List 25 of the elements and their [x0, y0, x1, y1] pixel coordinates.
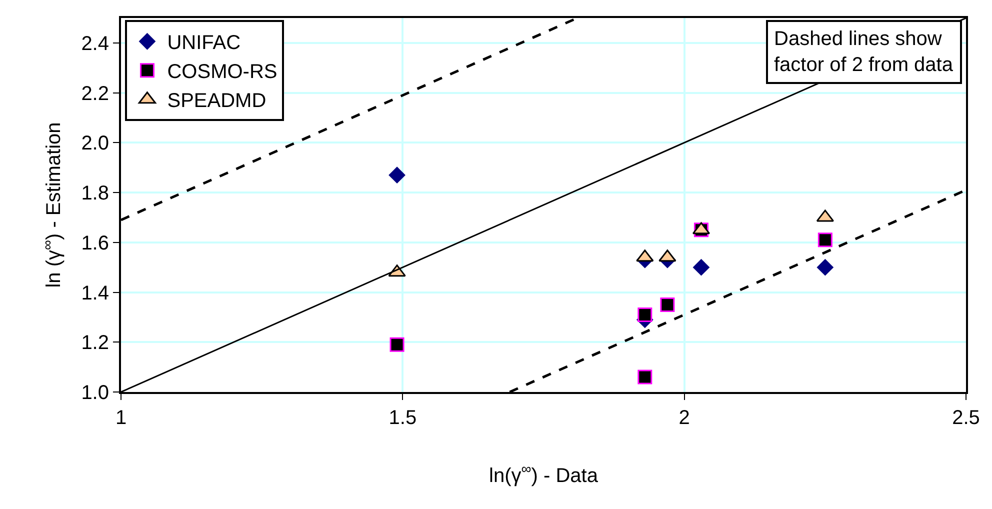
x-tick-label: 1	[115, 407, 127, 429]
point	[390, 337, 404, 352]
y-tick-label: 1.4	[81, 282, 109, 304]
y-tick-label: 1.6	[81, 232, 109, 254]
y-tick-label: 1.0	[81, 382, 109, 404]
point	[638, 370, 652, 384]
y-tick-label: 2.4	[81, 32, 109, 55]
point	[388, 166, 406, 184]
point	[816, 258, 834, 276]
legend-label: UNIFAC	[167, 32, 241, 54]
point	[692, 258, 710, 276]
x-tick-label: 1.5	[388, 407, 417, 429]
point	[818, 232, 832, 248]
y-tick-label: 2.0	[81, 132, 109, 155]
y-tick-label: 1.8	[81, 182, 109, 205]
x-axis-title: ln(γ$^{∞}$) - Data	[489, 460, 599, 487]
y-tick-label: 2.2	[81, 82, 109, 105]
x-tick-label: 2	[678, 407, 690, 429]
annotation: Dashed lines show factor of 2 from data	[774, 28, 954, 76]
x-tick-label: 2.5	[952, 407, 980, 429]
y-tick-label: 1.2	[81, 332, 109, 354]
point	[660, 297, 675, 312]
point	[638, 307, 652, 322]
legend-label: SPEADMD	[167, 90, 266, 112]
legend-label: COSMO-RS	[167, 61, 278, 84]
